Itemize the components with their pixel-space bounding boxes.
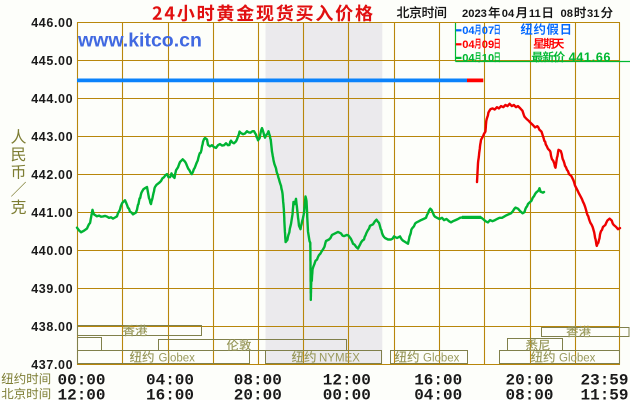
svg-text:10: 10 xyxy=(482,52,494,64)
svg-text:440.00: 440.00 xyxy=(31,244,73,258)
svg-text:09: 09 xyxy=(482,39,494,51)
svg-text:445.00: 445.00 xyxy=(31,54,73,68)
svg-text:04: 04 xyxy=(462,52,475,64)
svg-text:16:00: 16:00 xyxy=(414,371,462,389)
svg-text:NYMEX: NYMEX xyxy=(319,352,360,364)
svg-text:441.00: 441.00 xyxy=(31,206,73,220)
svg-text:442.00: 442.00 xyxy=(31,168,73,182)
svg-text:04: 04 xyxy=(502,8,515,20)
svg-text:04: 04 xyxy=(462,25,475,37)
svg-text:04:00: 04:00 xyxy=(414,386,462,400)
svg-text:23:59: 23:59 xyxy=(580,371,628,389)
svg-text:00:00: 00:00 xyxy=(323,386,371,400)
svg-text:00:00: 00:00 xyxy=(57,371,105,389)
svg-text:443.00: 443.00 xyxy=(31,130,73,144)
svg-text:Globex: Globex xyxy=(423,352,460,364)
svg-text:12:00: 12:00 xyxy=(57,386,105,400)
svg-text:16:00: 16:00 xyxy=(146,386,194,400)
svg-text:08: 08 xyxy=(561,8,573,20)
svg-text:Globex: Globex xyxy=(159,352,196,364)
svg-text:20:00: 20:00 xyxy=(505,371,553,389)
svg-text:437.00: 437.00 xyxy=(31,358,73,372)
svg-text:07: 07 xyxy=(482,25,494,37)
svg-text:11: 11 xyxy=(529,8,541,20)
svg-text:04:00: 04:00 xyxy=(146,371,194,389)
svg-text:2023: 2023 xyxy=(462,8,487,20)
svg-text:31: 31 xyxy=(587,8,599,20)
svg-text:04: 04 xyxy=(462,39,475,51)
svg-text:439.00: 439.00 xyxy=(31,282,73,296)
svg-text:Globex: Globex xyxy=(559,352,596,364)
svg-text:www.kitco.cn: www.kitco.cn xyxy=(77,30,202,52)
svg-text:444.00: 444.00 xyxy=(31,92,73,106)
svg-text:20:00: 20:00 xyxy=(234,386,282,400)
svg-text:441.66: 441.66 xyxy=(569,49,611,64)
svg-text:11:59: 11:59 xyxy=(580,386,628,400)
svg-text:08:00: 08:00 xyxy=(505,386,553,400)
svg-text:438.00: 438.00 xyxy=(31,320,73,334)
svg-text:446.00: 446.00 xyxy=(31,16,73,30)
svg-text:08:00: 08:00 xyxy=(234,371,282,389)
svg-text:12:00: 12:00 xyxy=(323,371,371,389)
